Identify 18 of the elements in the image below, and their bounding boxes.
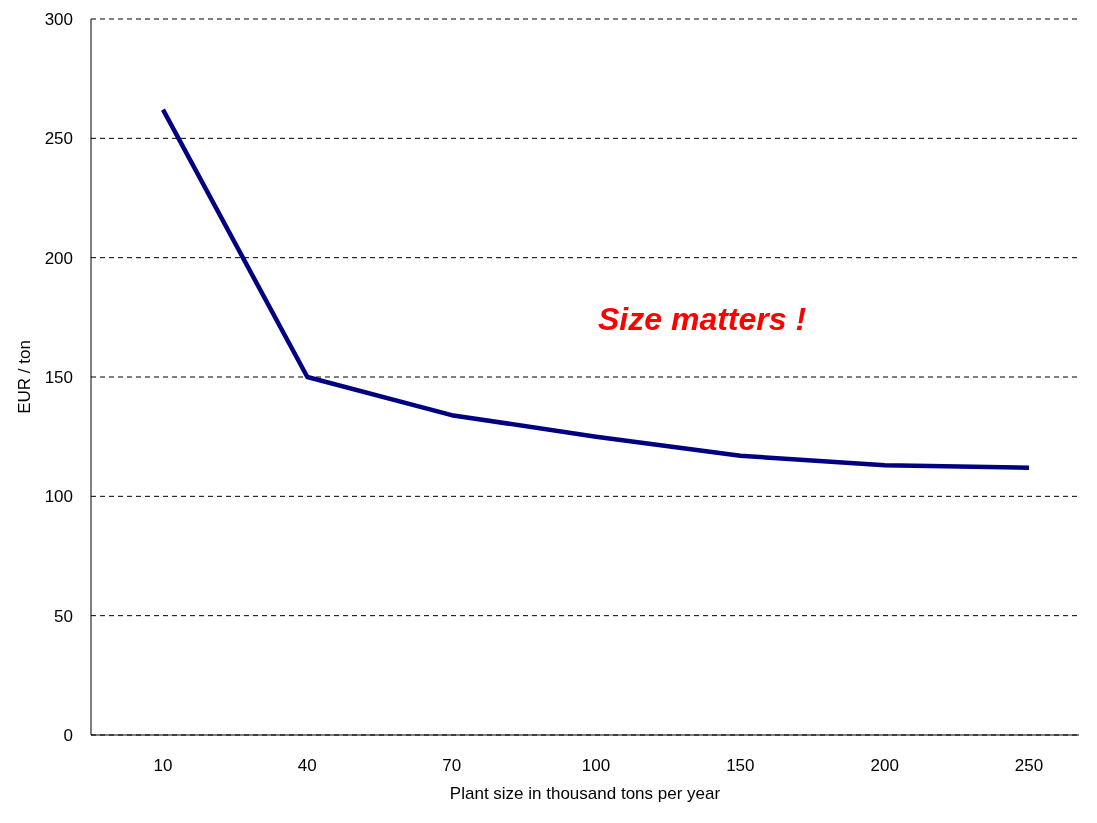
y-tick-label: 200	[44, 248, 73, 268]
y-tick-label: 250	[44, 129, 73, 149]
x-axis-title: Plant size in thousand tons per year	[449, 784, 721, 803]
y-tick-label: 150	[44, 368, 73, 388]
x-tick-label: 150	[726, 756, 755, 776]
x-tick-label: 250	[1014, 756, 1044, 776]
y-tick-label: 50	[54, 606, 73, 626]
y-tick-label: 300	[44, 10, 73, 30]
annotation: Size matters !	[598, 301, 807, 338]
x-tick-label: 10	[153, 756, 173, 776]
y-axis-title: EUR / ton	[15, 340, 35, 414]
y-tick-label: 0	[63, 726, 73, 746]
line-series	[160, 107, 1032, 470]
x-tick-label: 40	[297, 756, 317, 776]
x-tick-label: 100	[581, 756, 611, 776]
x-tick-label: 70	[442, 756, 462, 776]
x-tick-label: 200	[870, 756, 899, 776]
y-tick-label: 100	[44, 487, 73, 507]
